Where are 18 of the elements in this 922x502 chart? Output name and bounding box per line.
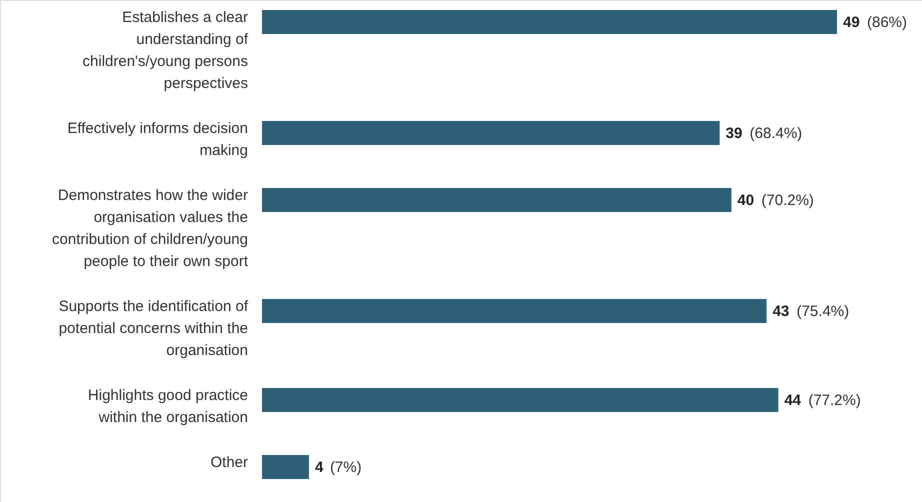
data-label: 44 (784, 392, 802, 409)
y-tick-label: Supports the identification of potential concerns within the organisation (58, 298, 249, 359)
annotation: (77.2%) (808, 392, 861, 409)
y-tick-label: Highlights good practice within the organisation (88, 387, 248, 426)
data-label: 40 (737, 192, 754, 209)
data-label: 49 (843, 14, 860, 31)
y-tick-label: Effectively informs decision making (67, 120, 248, 159)
annotation: (70.2%) (761, 192, 814, 209)
data-label: 39 (726, 125, 742, 142)
y-tick-label: Other (210, 454, 248, 471)
annotation: (75.4%) (796, 303, 850, 320)
annotation: (7%) (330, 459, 362, 476)
y-tick-label: Demonstrates how the wider organisation values the contribution of children/young people to their own sport (52, 187, 249, 270)
text: (86%) (867, 14, 908, 31)
y-tick-label: Establishes a clear understanding of children's/young persons perspectives (82, 9, 249, 92)
data-label: 4 (314, 459, 324, 476)
data-label: 43 (772, 303, 790, 320)
annotation: (68.4%) (750, 125, 802, 142)
